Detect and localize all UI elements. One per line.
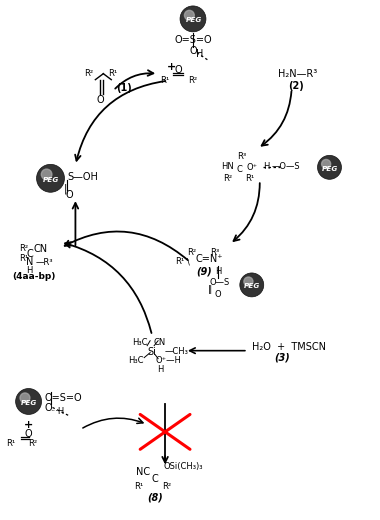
Circle shape: [240, 273, 264, 297]
Circle shape: [36, 164, 65, 192]
Text: —R³: —R³: [36, 258, 53, 267]
Text: CN: CN: [33, 244, 48, 254]
Text: (3): (3): [275, 353, 290, 362]
Text: O: O: [65, 190, 73, 200]
Text: C=N⁺: C=N⁺: [196, 254, 223, 264]
Text: O: O: [97, 95, 104, 105]
Circle shape: [180, 6, 206, 32]
Text: R¹: R¹: [19, 254, 28, 263]
Circle shape: [184, 10, 194, 20]
Text: R³: R³: [237, 152, 247, 161]
Text: ···H: ···H: [51, 408, 65, 417]
Text: —O—S: —O—S: [272, 162, 300, 172]
Text: N: N: [26, 257, 33, 267]
Text: R¹: R¹: [108, 69, 117, 77]
Text: O—S: O—S: [210, 278, 230, 287]
Text: H₃C: H₃C: [133, 337, 148, 347]
Text: R¹: R¹: [160, 76, 170, 85]
Text: CN: CN: [154, 337, 166, 347]
Text: R²: R²: [84, 69, 93, 77]
Text: R²: R²: [28, 439, 37, 448]
Text: ‖: ‖: [208, 285, 212, 294]
Text: (1): (1): [116, 83, 132, 93]
Text: R²: R²: [19, 244, 28, 253]
Text: NC: NC: [136, 467, 150, 477]
Text: —CH₃: —CH₃: [164, 347, 188, 356]
Text: OSi(CH₃)₃: OSi(CH₃)₃: [163, 462, 203, 471]
Text: (2): (2): [288, 81, 303, 90]
Circle shape: [244, 277, 253, 286]
Text: O⁺—H: O⁺—H: [155, 356, 181, 365]
Circle shape: [321, 160, 331, 168]
Text: R²: R²: [187, 248, 196, 257]
Text: O: O: [25, 430, 32, 439]
Text: R³: R³: [210, 248, 220, 257]
Text: (8): (8): [147, 492, 163, 502]
Text: R¹: R¹: [135, 482, 144, 491]
Text: H: H: [196, 49, 203, 59]
Text: H: H: [157, 365, 163, 373]
Circle shape: [16, 388, 41, 414]
Text: Si: Si: [148, 347, 157, 357]
Circle shape: [20, 393, 30, 403]
Text: O=S=O: O=S=O: [44, 393, 82, 402]
Text: O⁺: O⁺: [246, 163, 257, 172]
Text: O: O: [44, 404, 52, 413]
Text: H: H: [215, 267, 221, 276]
Text: O: O: [174, 64, 182, 75]
Text: O=S=O: O=S=O: [174, 35, 212, 45]
Text: O: O: [215, 290, 222, 299]
Text: S—OH: S—OH: [67, 172, 98, 183]
Text: R¹: R¹: [245, 174, 254, 184]
Circle shape: [318, 155, 342, 179]
Text: H: H: [263, 162, 269, 172]
Text: PEG: PEG: [244, 283, 261, 289]
Text: (4aa-bp): (4aa-bp): [13, 272, 56, 281]
Text: R²: R²: [223, 174, 233, 184]
Text: ‖: ‖: [63, 183, 68, 194]
Text: R²: R²: [188, 76, 198, 85]
Text: H₃C: H₃C: [128, 356, 144, 365]
Text: (9): (9): [196, 267, 212, 277]
Text: \: \: [187, 257, 190, 266]
Text: R¹: R¹: [6, 439, 15, 448]
Text: H₂O  +  TMSCN: H₂O + TMSCN: [252, 342, 326, 352]
Text: HN: HN: [222, 162, 234, 172]
Text: PEG: PEG: [43, 177, 59, 183]
Text: C: C: [26, 249, 33, 259]
Text: C: C: [152, 474, 158, 484]
Text: +: +: [24, 420, 33, 431]
Text: H₂N—R³: H₂N—R³: [278, 69, 317, 79]
Text: +: +: [166, 62, 176, 72]
Text: C: C: [237, 165, 243, 174]
Text: PEG: PEG: [185, 17, 202, 23]
Text: PEG: PEG: [322, 165, 338, 172]
Text: R¹: R¹: [176, 257, 185, 266]
Circle shape: [41, 169, 52, 180]
Text: O: O: [189, 46, 197, 56]
Text: PEG: PEG: [21, 400, 37, 406]
Text: H: H: [26, 266, 33, 275]
Text: R²: R²: [163, 482, 172, 491]
